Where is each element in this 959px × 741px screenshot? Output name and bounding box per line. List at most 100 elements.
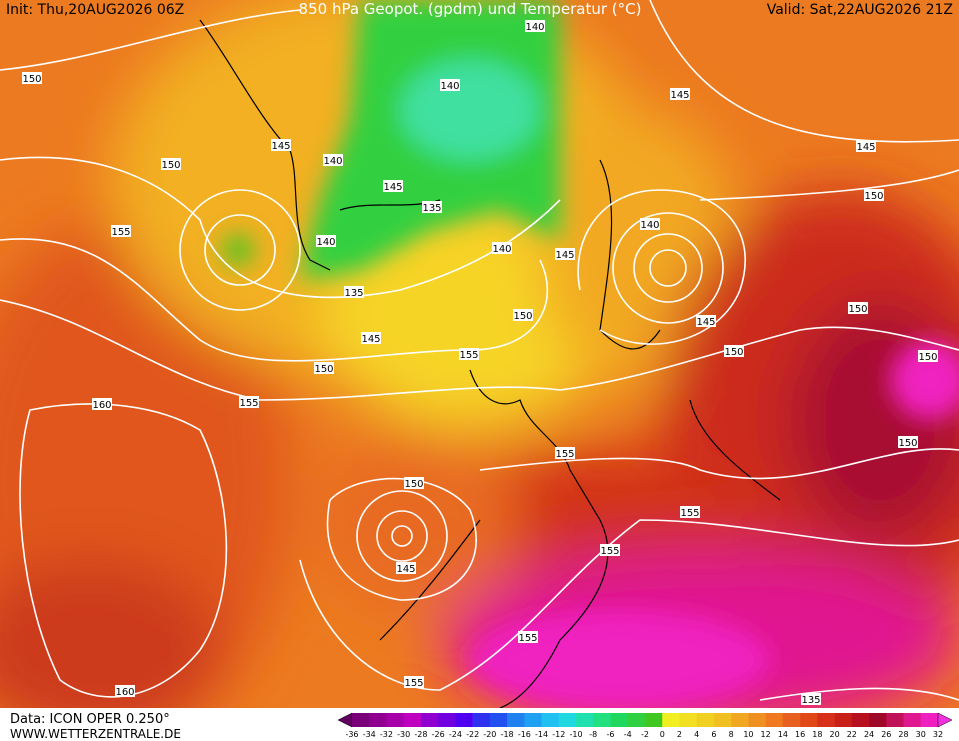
contour-label-box bbox=[918, 350, 938, 362]
colorbar: -36 -34 -32 -30 -28 -26 -24 -22 -20 -18 -16 -14 -12-… bbox=[337, 712, 953, 739]
website: WWW.WETTERZENTRALE.DE bbox=[10, 727, 181, 741]
colorbar-cell bbox=[748, 713, 766, 727]
colorbar-label: -8 bbox=[589, 730, 597, 739]
contour-label-box bbox=[555, 447, 575, 459]
colorbar-cell bbox=[438, 713, 456, 727]
colorbar-cell bbox=[524, 713, 542, 727]
contour-label: 155 bbox=[459, 350, 478, 361]
colorbar-cell bbox=[507, 713, 525, 727]
contour-label-box bbox=[518, 631, 538, 643]
contour-label: 150 bbox=[918, 352, 937, 363]
init-time: Init: Thu,20AUG2026 06Z bbox=[6, 2, 184, 18]
contour-label: 140 bbox=[492, 244, 511, 255]
contour-label-box bbox=[271, 139, 291, 151]
contour-label-box bbox=[856, 140, 876, 152]
contour-label: 155 bbox=[111, 227, 130, 238]
contour-label-box bbox=[696, 315, 716, 327]
contour-label-box bbox=[864, 189, 884, 201]
contour-label: 160 bbox=[92, 400, 111, 411]
colorbar-label: -28 bbox=[414, 730, 427, 739]
contour-label: 140 bbox=[640, 220, 659, 231]
contour-label-box bbox=[383, 180, 403, 192]
colorbar-label: 0 bbox=[660, 730, 665, 739]
contour-label-box bbox=[724, 345, 744, 357]
contour-label: 155 bbox=[518, 633, 537, 644]
colorbar-cell bbox=[765, 713, 784, 727]
colorbar-label: -6 bbox=[607, 730, 615, 739]
colorbar-cell bbox=[662, 713, 680, 727]
contour-label-box bbox=[22, 72, 42, 84]
contour-label-box bbox=[314, 362, 334, 374]
contour-label-box bbox=[670, 88, 690, 100]
colorbar-cell bbox=[800, 713, 818, 727]
colorbar-cell bbox=[455, 713, 473, 727]
contour-label: 155 bbox=[600, 546, 619, 557]
colorbar-label: -34 bbox=[363, 730, 376, 739]
colorbar-label: 4 bbox=[694, 730, 699, 739]
data-source: Data: ICON OPER 0.250° bbox=[10, 712, 170, 727]
colorbar-cell bbox=[782, 713, 801, 727]
contour-label: 160 bbox=[115, 687, 134, 698]
contour-label-box bbox=[111, 225, 131, 237]
colorbar-cell bbox=[713, 713, 732, 727]
colorbar-cell bbox=[489, 713, 508, 727]
colorbar-label: -24 bbox=[449, 730, 462, 739]
colorbar-cell bbox=[731, 713, 749, 727]
contour-label: 145 bbox=[271, 141, 290, 152]
contour-label-box bbox=[404, 676, 424, 688]
contour-label: 150 bbox=[848, 304, 867, 315]
colorbar-cell bbox=[645, 713, 663, 727]
contour-label: 145 bbox=[670, 90, 689, 101]
contour-label: 155 bbox=[555, 449, 574, 460]
isohypses bbox=[0, 0, 959, 701]
colorbar-label: -10 bbox=[570, 730, 583, 739]
colorbar-label: 8 bbox=[729, 730, 734, 739]
colorbar-cell bbox=[886, 713, 904, 727]
contour-label: 150 bbox=[724, 347, 743, 358]
contour-label-box bbox=[396, 562, 416, 574]
contour-label: 140 bbox=[323, 156, 342, 167]
contour-label: 150 bbox=[404, 479, 423, 490]
contour-label-box bbox=[422, 201, 442, 213]
colorbar-cell bbox=[627, 713, 646, 727]
colorbar-cell bbox=[420, 713, 439, 727]
map-title: 850 hPa Geopot. (gpdm) und Temperatur (°… bbox=[299, 0, 642, 18]
contour-label-box bbox=[898, 436, 918, 448]
colorbar-label: 32 bbox=[933, 730, 943, 739]
colorbar-label: 2 bbox=[677, 730, 682, 739]
contour-label: 140 bbox=[525, 22, 544, 33]
colorbar-cell bbox=[403, 713, 422, 727]
colorbar-label: -18 bbox=[501, 730, 514, 739]
contour-label-box bbox=[680, 506, 700, 518]
contour-label-box bbox=[316, 235, 336, 247]
contour-label-box bbox=[440, 79, 460, 91]
colorbar-cell bbox=[610, 713, 629, 727]
valid-time: Valid: Sat,22AUG2026 21Z bbox=[767, 2, 953, 18]
colorbar-label: 20 bbox=[829, 730, 839, 739]
contour-label-box bbox=[161, 158, 181, 170]
contour-label: 150 bbox=[513, 311, 532, 322]
contour-label-box bbox=[848, 302, 868, 314]
contour-label: 135 bbox=[801, 695, 820, 706]
colorbar-label: -20 bbox=[483, 730, 496, 739]
contour-label: 140 bbox=[440, 81, 459, 92]
colorbar-cell bbox=[352, 713, 370, 727]
colorbar-label: -32 bbox=[380, 730, 393, 739]
colorbar-label: -14 bbox=[535, 730, 548, 739]
colorbar-label: -30 bbox=[397, 730, 410, 739]
contour-label-box bbox=[525, 20, 545, 32]
colorbar-cell bbox=[472, 713, 491, 727]
colorbar-label: -4 bbox=[624, 730, 632, 739]
contour-label: 155 bbox=[680, 508, 699, 519]
contour-label-box bbox=[459, 348, 479, 360]
colorbar-label: 12 bbox=[761, 730, 771, 739]
contour-label: 145 bbox=[856, 142, 875, 153]
colorbar-label: -36 bbox=[345, 730, 358, 739]
colorbar-label: 24 bbox=[864, 730, 874, 739]
contour-label-box bbox=[361, 332, 381, 344]
colorbar-cell bbox=[558, 713, 577, 727]
colorbar-label: -16 bbox=[518, 730, 531, 739]
contour-label-box bbox=[513, 309, 533, 321]
colorbar-arrow bbox=[937, 712, 953, 728]
